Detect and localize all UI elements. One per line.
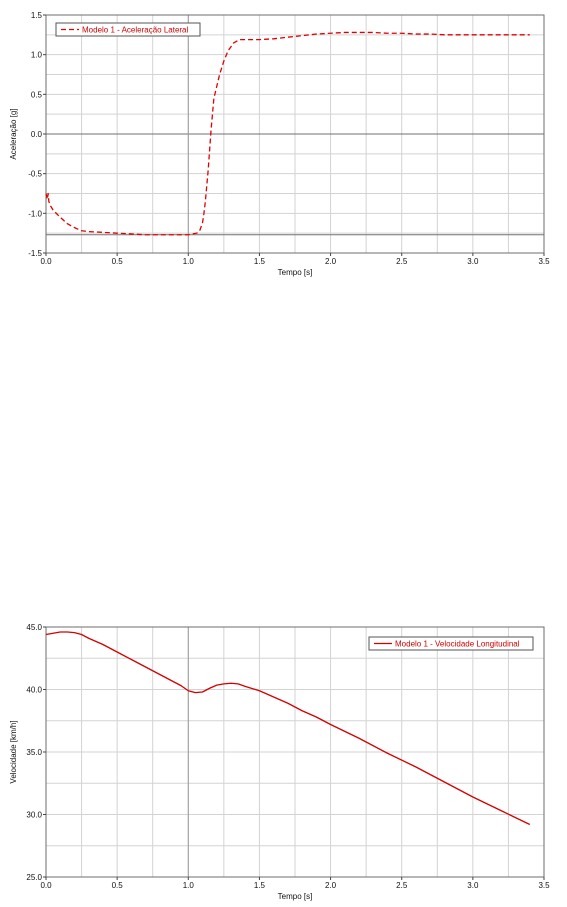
- series-line: [45, 31, 530, 236]
- x-tick-label: 0.0: [40, 881, 52, 890]
- y-tick-label: 1.5: [31, 11, 43, 20]
- y-tick-label: 0.0: [31, 130, 43, 139]
- legend: Modelo 1 - Velocidade Longitudinal: [368, 636, 534, 651]
- y-tick-label: -1.5: [28, 249, 42, 258]
- longitudinal-speed-chart: 0.0 0.5 1.0 1.5 2.0 2.5 3.0 3.5 25.0 30.0 35.0 40.0…: [9, 623, 550, 901]
- x-axis-title: Tempo [s]: [278, 892, 313, 901]
- y-axis-title: Velocidade [km/h]: [9, 720, 18, 783]
- x-tick-label: 3.0: [467, 881, 479, 890]
- legend-label: Modelo 1 - Aceleração Lateral: [82, 26, 189, 35]
- x-tick-label: 3.5: [538, 881, 550, 890]
- y-tick-label: -1.0: [28, 209, 42, 218]
- x-tick-label: 0.5: [112, 257, 124, 266]
- x-tick-label: 2.5: [396, 881, 408, 890]
- x-tick-label: 1.5: [254, 881, 266, 890]
- y-tick-label: 25.0: [26, 873, 42, 882]
- x-tick-label: 2.0: [325, 257, 337, 266]
- legend: Modelo 1 - Aceleração Lateral: [55, 22, 201, 37]
- y-tick-label: 1.0: [31, 51, 43, 60]
- y-tick-label: 45.0: [26, 623, 42, 632]
- y-tick-label: 40.0: [26, 686, 42, 695]
- y-axis-title: Aceleração [g]: [9, 108, 18, 159]
- x-tick-label: 2.5: [396, 257, 408, 266]
- series-line: [45, 631, 531, 826]
- x-tick-label: 3.0: [467, 257, 479, 266]
- x-tick-label: 1.5: [254, 257, 266, 266]
- x-tick-label: 0.0: [40, 257, 52, 266]
- x-axis-title: Tempo [s]: [278, 268, 313, 277]
- x-tick-label: 0.5: [112, 881, 124, 890]
- y-tick-label: 30.0: [26, 811, 42, 820]
- x-tick-label: 1.0: [183, 257, 195, 266]
- legend-box: [368, 636, 534, 651]
- y-tick-label: -0.5: [28, 170, 42, 179]
- x-tick-label: 1.0: [183, 881, 195, 890]
- y-tick-label: 35.0: [26, 748, 42, 757]
- legend-box: [55, 22, 201, 37]
- x-tick-label: 2.0: [325, 881, 337, 890]
- lateral-acceleration-chart: 0.0 0.5 1.0 1.5 2.0 2.5 3.0 3.5 -1.5 -1.0 -0.5 0.0 0…: [9, 11, 550, 277]
- legend-label: Modelo 1 - Velocidade Longitudinal: [395, 640, 520, 649]
- y-tick-label: 0.5: [31, 90, 43, 99]
- x-tick-label: 3.5: [538, 257, 550, 266]
